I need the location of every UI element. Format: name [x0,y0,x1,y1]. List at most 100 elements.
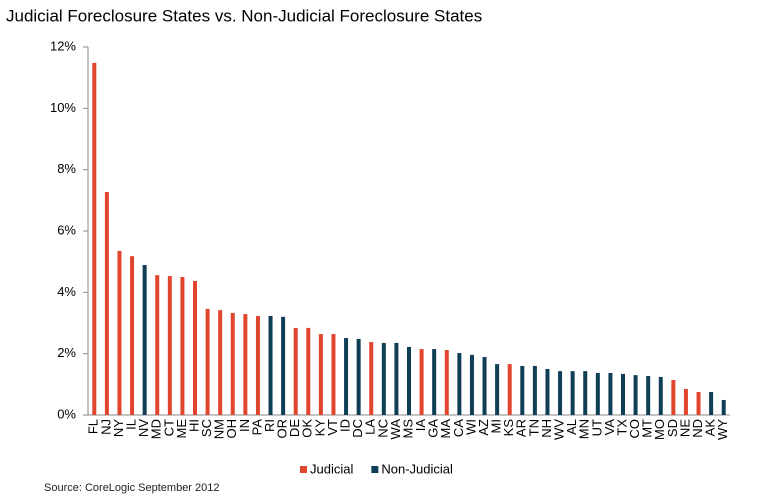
bar [104,192,109,415]
x-tick-label: HI [186,419,201,432]
y-tick-label: 12% [50,38,76,53]
x-tick-label: AR [514,419,529,437]
x-tick-label: CT [161,419,176,436]
y-tick-label: 0% [57,406,76,421]
bar [344,338,349,415]
x-tick-label: MT [640,419,655,438]
legend-swatch [300,466,307,473]
bar [621,373,625,415]
x-tick-label: GA [426,419,441,438]
x-tick-label: OK [300,419,315,438]
bar [432,349,437,415]
bar [268,315,273,415]
bar [570,371,575,415]
x-tick-label: VA [602,419,617,436]
bar [419,349,424,415]
bar [469,354,474,415]
bar [293,327,298,415]
x-tick-label: NY [111,419,126,437]
x-tick-label: MO [652,419,667,440]
x-tick-label: TX [614,419,629,436]
bar [205,308,210,415]
x-tick-label: LA [363,419,378,435]
bar [130,256,135,415]
bar [193,280,197,415]
x-tick-label: ND [690,419,705,438]
bar [356,338,361,415]
x-tick-label: IA [413,419,428,432]
x-tick-label: ID [337,419,352,432]
bar [281,316,286,415]
x-tick-label: MN [577,419,592,439]
legend-swatch [371,466,379,473]
x-tick-label: NM [212,419,227,439]
x-tick-label: SC [199,419,214,437]
y-tick-label: 2% [57,345,76,360]
y-tick-label: 6% [57,222,76,237]
x-tick-label: NV [136,419,151,437]
bar [306,327,311,415]
x-tick-label: KY [312,419,327,437]
bar [709,392,714,415]
x-tick-label: DE [287,419,302,437]
bar [545,369,550,415]
x-tick-label: WV [551,419,566,440]
x-tick-label: MS [400,419,415,439]
x-tick-label: NH [539,419,554,438]
x-tick-label: MA [438,419,453,439]
chart-title: Judicial Foreclosure States vs. Non-Judi… [6,6,482,25]
bar [369,342,374,415]
bar [394,342,399,415]
bar [482,357,487,415]
bar [167,276,172,415]
x-tick-label: SD [665,419,680,437]
x-tick-label: OH [224,419,239,439]
bar [495,364,500,415]
bar [142,265,147,415]
x-tick-label: AZ [476,419,491,436]
x-tick-label: FL [86,419,101,434]
x-tick-label: WA [388,419,403,440]
x-tick-label: DC [350,419,365,438]
bar [721,399,726,415]
x-tick-label: UT [589,419,604,436]
x-tick-label: AL [564,419,579,435]
x-tick-label: NE [677,419,692,437]
x-tick-label: WI [463,419,478,435]
bar [381,342,386,415]
bar [155,275,160,415]
legend-label: Non-Judicial [381,461,453,476]
bar [92,62,97,416]
x-tick-label: RI [262,419,277,432]
x-tick-label: ME [174,419,189,439]
x-tick-label: KS [501,419,516,437]
x-tick-label: CA [451,419,466,437]
bar [683,388,688,415]
bar [180,277,185,415]
bar [444,349,449,415]
y-tick-label: 4% [57,284,76,299]
bar [558,371,563,415]
x-tick-label: IL [123,419,138,430]
bar [507,364,512,415]
bar [230,312,235,415]
y-tick-label: 10% [50,100,76,115]
x-tick-label: NC [375,419,390,438]
legend-label: Judicial [310,461,353,476]
bar [218,310,223,415]
bar [696,392,701,415]
x-tick-label: WY [715,419,730,440]
bar [457,353,462,415]
x-tick-label: OR [275,419,290,439]
bar [633,375,638,415]
x-tick-label: TN [526,419,541,436]
y-tick-label: 8% [57,161,76,176]
bar [407,346,411,415]
x-tick-label: MI [489,419,504,433]
bar [331,334,336,415]
bar [671,380,676,415]
bar [532,365,537,415]
bar [646,376,651,415]
x-tick-label: CO [627,419,642,439]
